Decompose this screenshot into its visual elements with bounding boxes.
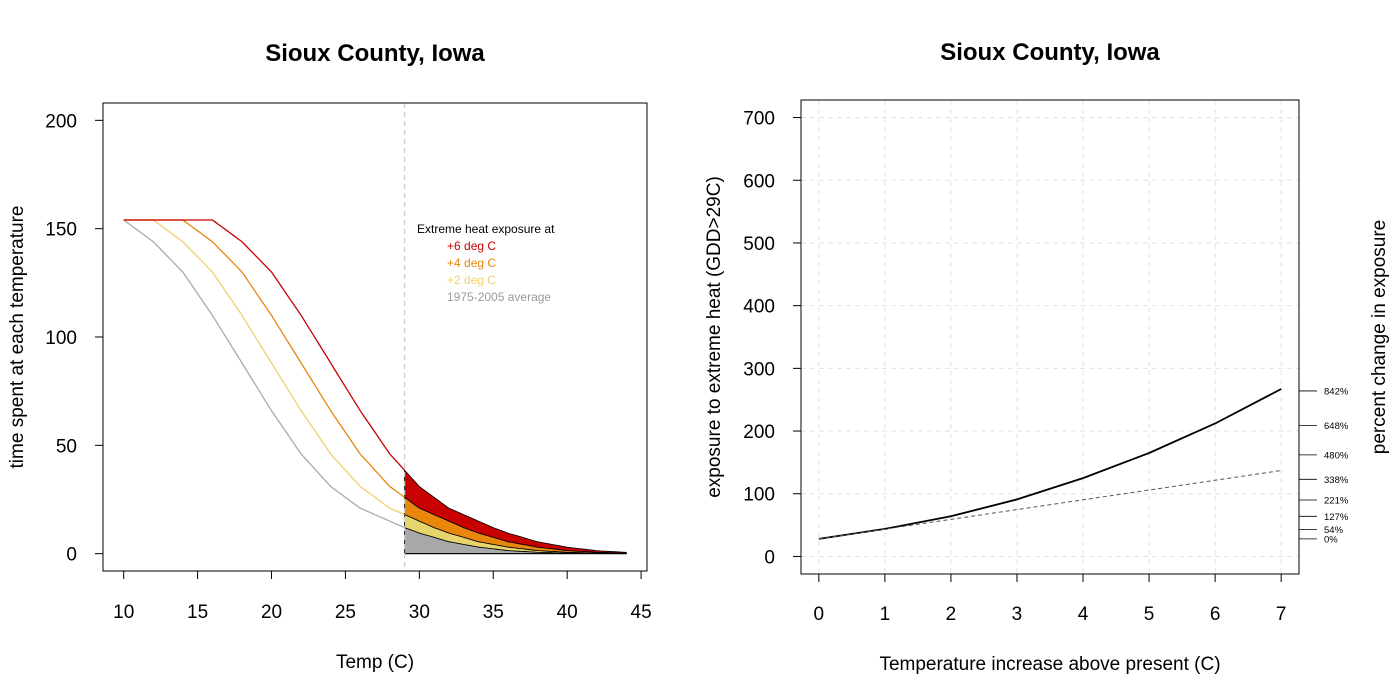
left-plot-frame <box>102 102 648 572</box>
curve-2 <box>123 219 405 498</box>
percent-tick-label: 221% <box>1324 496 1349 507</box>
right-chart-title: Sioux County, Iowa <box>940 39 1160 66</box>
percent-tick-label: 127% <box>1324 512 1349 523</box>
right-x-axis: 0 1 2 3 4 5 6 7 <box>814 573 1287 625</box>
percent-tick-label: 0% <box>1324 534 1338 545</box>
y-tick-label: 200 <box>45 111 77 132</box>
percent-tick-label: 480% <box>1324 450 1349 461</box>
percent-tick-label: 842% <box>1324 386 1349 397</box>
y-tick-label: 0 <box>66 545 77 566</box>
x-tick-label: 40 <box>557 602 578 623</box>
exposure-lines <box>818 388 1282 540</box>
y-tick-label: 600 <box>743 171 775 192</box>
percent-tick-label: 648% <box>1324 421 1349 432</box>
right-x-axis-label: Temperature increase above present (C) <box>879 654 1220 675</box>
legend-heading: Extreme heat exposure at <box>417 222 555 236</box>
legend-item-2deg: +2 deg C <box>447 273 496 287</box>
x-tick-label: 25 <box>335 602 356 623</box>
left-y-axis: 0 50 100 150 200 <box>45 111 104 566</box>
y-tick-label: 100 <box>45 328 77 349</box>
x-tick-label: 10 <box>113 602 134 623</box>
right-y-axis-label: exposure to extreme heat (GDD>29C) <box>704 176 725 498</box>
y-tick-label: 200 <box>743 422 775 443</box>
y-tick-label: 150 <box>45 220 77 241</box>
x-tick-label: 4 <box>1078 604 1089 625</box>
x-tick-label: 15 <box>187 602 208 623</box>
x-tick-label: 7 <box>1276 604 1287 625</box>
left-x-axis: 10 15 20 25 30 35 40 45 <box>113 570 652 623</box>
curve-0 <box>123 219 405 529</box>
threshold-fill-areas <box>404 469 627 555</box>
legend-item-6deg: +6 deg C <box>447 239 496 253</box>
right-chart: Sioux County, Iowa 0 1 2 3 4 5 6 7 0 100 200 300 40… <box>704 39 1390 675</box>
x-tick-label: 2 <box>946 604 957 625</box>
right-plot-frame <box>800 99 1300 575</box>
x-tick-label: 30 <box>409 602 430 623</box>
left-y-axis-label: time spent at each temperature <box>7 206 28 469</box>
percent-tick-label: 338% <box>1324 475 1349 486</box>
x-tick-label: 20 <box>261 602 282 623</box>
y-tick-label: 400 <box>743 297 775 318</box>
legend-item-4deg: +4 deg C <box>447 256 496 270</box>
series-exposure <box>818 388 1282 540</box>
y-tick-label: 50 <box>56 436 77 457</box>
percent-tick-label: 54% <box>1324 525 1344 536</box>
curve-3 <box>123 219 406 471</box>
y-tick-label: 0 <box>764 547 775 568</box>
x-tick-label: 3 <box>1012 604 1023 625</box>
x-tick-label: 6 <box>1210 604 1221 625</box>
x-tick-label: 45 <box>631 602 652 623</box>
legend: Extreme heat exposure at +6 deg C +4 deg… <box>417 222 555 304</box>
left-chart-title: Sioux County, Iowa <box>265 40 485 67</box>
right-percent-axis: 0%54% 127% 221% 338% 480% 648% 842% <box>1298 386 1349 545</box>
x-tick-label: 1 <box>880 604 891 625</box>
y-tick-label: 500 <box>743 234 775 255</box>
right-grid <box>801 100 1299 574</box>
y-tick-label: 100 <box>743 485 775 506</box>
legend-item-baseline: 1975-2005 average <box>447 290 551 304</box>
right-percent-axis-label: percent change in exposure <box>1369 220 1390 455</box>
y-tick-label: 300 <box>743 359 775 380</box>
right-y-axis: 0 100 200 300 400 500 600 700 <box>743 109 802 568</box>
distribution-curves <box>123 219 627 555</box>
left-chart: Sioux County, Iowa 10 15 20 25 30 35 40 45 0 50 1… <box>7 40 652 673</box>
curve-1 <box>123 219 405 516</box>
x-tick-label: 0 <box>814 604 825 625</box>
left-x-axis-label: Temp (C) <box>336 652 414 673</box>
x-tick-label: 35 <box>483 602 504 623</box>
series-linear <box>818 470 1282 540</box>
y-tick-label: 700 <box>743 109 775 130</box>
x-tick-label: 5 <box>1144 604 1155 625</box>
